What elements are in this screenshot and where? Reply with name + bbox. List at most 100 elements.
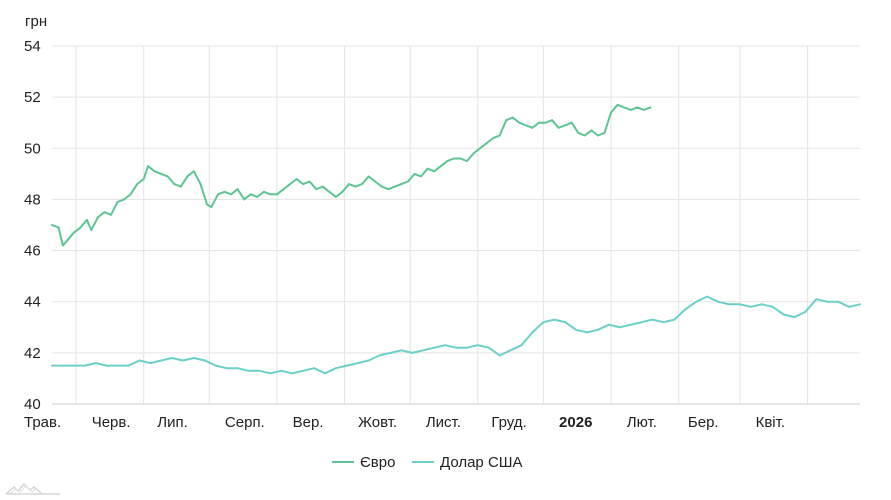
legend-label: Євро <box>360 454 395 471</box>
data-point <box>280 369 283 372</box>
data-point <box>728 303 730 306</box>
x-tick-label: Бер. <box>688 414 719 431</box>
data-point <box>586 331 588 334</box>
data-point <box>739 303 741 306</box>
data-point <box>782 313 785 316</box>
data-point <box>411 352 414 354</box>
data-point <box>328 190 331 193</box>
data-point <box>400 349 403 352</box>
data-point <box>160 359 163 362</box>
data-point <box>804 311 807 313</box>
data-point <box>79 226 82 229</box>
data-point <box>610 111 612 114</box>
x-tick-label: Серп. <box>225 414 265 431</box>
data-point <box>413 173 416 175</box>
x-tick-label: Лист. <box>426 414 461 431</box>
data-point <box>557 126 560 129</box>
x-tick-label: Трав. <box>24 414 61 431</box>
y-tick-label: 42 <box>24 345 41 362</box>
data-point <box>459 157 462 160</box>
data-point <box>717 300 719 303</box>
data-point <box>62 244 64 247</box>
data-point <box>72 364 75 367</box>
data-point <box>313 367 315 370</box>
series-lines <box>51 103 861 375</box>
data-point <box>616 103 619 106</box>
data-point <box>629 109 632 111</box>
y-tick-label: 46 <box>24 243 41 260</box>
data-point <box>564 321 567 324</box>
data-point <box>455 346 457 349</box>
data-point <box>640 321 643 324</box>
series-line-euro <box>51 103 652 247</box>
watermark-logo-icon <box>5 482 60 495</box>
data-point <box>86 219 88 221</box>
data-point <box>793 316 796 318</box>
data-point <box>97 216 99 219</box>
data-point <box>173 183 176 186</box>
data-point <box>129 193 132 196</box>
data-point <box>597 328 599 331</box>
x-tick-label: Квіт. <box>756 414 785 431</box>
data-point <box>291 372 294 375</box>
data-point <box>826 300 829 303</box>
data-point <box>321 185 324 188</box>
data-point <box>315 188 318 191</box>
data-point <box>749 305 752 308</box>
data-point <box>407 180 409 183</box>
data-point <box>452 157 455 160</box>
data-point <box>642 109 645 111</box>
data-point <box>214 364 217 367</box>
data-point <box>420 175 422 178</box>
data-point <box>394 185 396 188</box>
x-tick-label: Жовт. <box>358 414 397 431</box>
data-point <box>551 119 553 122</box>
data-point <box>335 196 337 198</box>
data-point <box>230 193 233 196</box>
data-point <box>577 132 580 134</box>
data-point <box>380 185 383 188</box>
data-point <box>361 183 363 186</box>
data-point <box>538 121 540 124</box>
legend-item-euro[interactable]: Євро <box>332 454 395 471</box>
grid <box>52 45 860 405</box>
data-point <box>531 126 534 129</box>
legend-label: Долар США <box>440 454 523 471</box>
x-tick-label: Лют. <box>627 414 657 431</box>
data-point <box>636 106 639 109</box>
data-point <box>249 193 252 196</box>
data-point <box>466 160 468 163</box>
data-point <box>815 298 818 301</box>
data-point <box>433 346 436 349</box>
data-point <box>505 119 508 122</box>
data-point <box>367 359 370 362</box>
x-tick-label: Лип. <box>157 414 188 431</box>
data-point <box>193 170 195 173</box>
data-point <box>116 201 119 203</box>
data-point <box>295 178 298 180</box>
data-point <box>649 106 652 109</box>
data-point <box>324 372 326 375</box>
data-point <box>138 359 141 362</box>
data-point <box>389 352 392 354</box>
data-point <box>171 357 174 359</box>
data-point <box>760 303 763 306</box>
data-point <box>603 132 606 134</box>
legend-item-usd[interactable]: Долар США <box>412 454 523 471</box>
data-point <box>518 121 521 124</box>
data-point <box>476 344 479 347</box>
data-point <box>511 116 514 119</box>
data-point <box>166 175 169 178</box>
data-point <box>136 183 139 186</box>
legend: Євро Долар США <box>332 454 523 471</box>
y-tick-label: 54 <box>24 38 41 55</box>
data-point <box>354 185 357 188</box>
data-point <box>684 308 687 311</box>
data-point <box>520 344 523 347</box>
x-tick-label: Вер. <box>293 414 324 431</box>
data-point <box>210 206 213 209</box>
data-point <box>466 346 468 349</box>
series-line-usd <box>51 295 861 375</box>
data-point <box>308 180 311 183</box>
data-point <box>525 124 527 127</box>
